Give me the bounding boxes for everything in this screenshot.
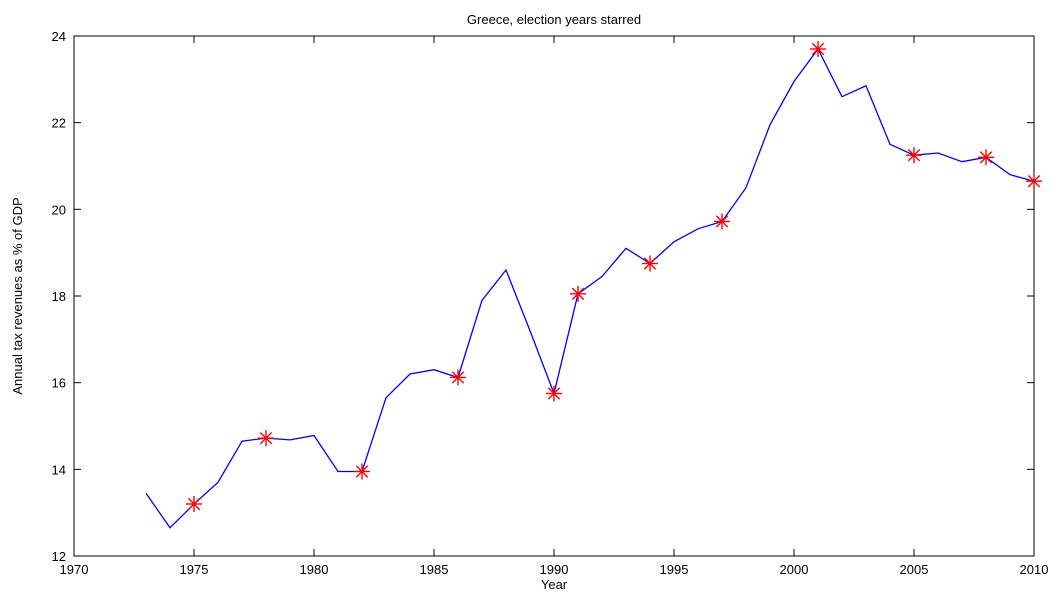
election-year-marker: [186, 496, 202, 512]
x-tick-label: 2005: [900, 562, 929, 577]
election-markers: [186, 41, 1042, 512]
y-axis: 12 14 16 18 20 22 24: [52, 29, 1034, 564]
tax-revenue-line: [145, 47, 1035, 529]
x-tick-label: 2010: [1020, 562, 1049, 577]
election-year-marker: [642, 255, 658, 272]
series-layer: [145, 47, 1035, 529]
x-axis-label: Year: [541, 577, 568, 592]
election-year-marker: [258, 430, 274, 447]
election-year-marker: [354, 463, 370, 480]
election-year-marker: [810, 41, 826, 57]
election-year-marker: [714, 213, 730, 230]
y-axis-label: Annual tax revenues as % of GDP: [10, 197, 25, 394]
x-axis: 1970 1975 1980 1985 1990 1995 2000 2005 2010: [60, 36, 1049, 577]
x-tick-label: 1970: [60, 562, 89, 577]
y-tick-label: 16: [52, 376, 66, 391]
election-year-marker: [1026, 173, 1042, 190]
x-tick-label: 1995: [660, 562, 689, 577]
election-year-marker: [450, 369, 466, 386]
y-tick-label: 20: [52, 202, 66, 217]
y-tick-label: 22: [52, 116, 66, 131]
x-tick-label: 1980: [300, 562, 329, 577]
x-tick-label: 1990: [540, 562, 569, 577]
y-tick-label: 18: [52, 289, 66, 304]
election-year-marker: [546, 385, 562, 402]
chart-title: Greece, election years starred: [467, 12, 641, 27]
y-tick-label: 24: [52, 29, 66, 44]
x-tick-label: 1975: [180, 562, 209, 577]
y-tick-label: 14: [52, 462, 66, 477]
election-year-marker: [906, 147, 922, 164]
election-year-marker: [978, 149, 994, 166]
plot-area-frame: [73, 35, 1035, 557]
y-tick-label: 12: [52, 549, 66, 564]
election-year-marker: [570, 285, 586, 302]
x-tick-label: 2000: [780, 562, 809, 577]
x-tick-label: 1985: [420, 562, 449, 577]
